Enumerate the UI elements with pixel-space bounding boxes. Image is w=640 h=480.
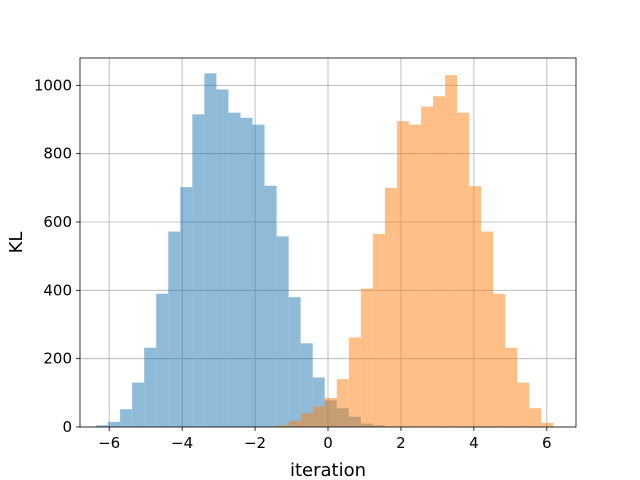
histogram-bar-series-2 [276, 425, 289, 427]
histogram-bar-series-2 [336, 379, 349, 427]
histogram-bar-series-1 [264, 185, 277, 427]
x-tick-label: 0 [323, 434, 333, 452]
histogram-bar-series-1 [108, 421, 121, 427]
histogram-bar-series-1 [252, 124, 265, 427]
histogram-bar-series-2 [481, 231, 494, 427]
histogram-bar-series-2 [469, 186, 482, 427]
histogram-bar-series-1 [156, 293, 169, 427]
y-tick-label: 600 [43, 213, 72, 231]
histogram-bar-series-2 [529, 408, 542, 427]
y-tick-label: 1000 [34, 76, 72, 94]
histogram-bar-series-1 [204, 73, 217, 427]
histogram-bar-series-1 [276, 236, 289, 427]
x-tick-label: 6 [542, 434, 552, 452]
y-axis-label: KL [6, 232, 27, 254]
histogram-bar-series-2 [541, 422, 554, 427]
histogram-bar-series-1 [120, 409, 133, 427]
histogram-bars [96, 73, 554, 428]
histogram-bar-series-2 [493, 293, 506, 427]
histogram-bar-series-1 [288, 297, 301, 427]
histogram-bar-series-2 [457, 112, 470, 428]
histogram-bar-series-2 [505, 347, 518, 427]
y-tick-label: 800 [43, 145, 72, 163]
histogram-bar-series-1 [96, 425, 109, 427]
histogram-bar-series-1 [192, 114, 205, 427]
histogram-bar-series-2 [372, 233, 385, 427]
x-tick-label: −6 [98, 434, 120, 452]
x-tick-label: −2 [244, 434, 266, 452]
histogram-bar-series-2 [408, 124, 421, 427]
histogram-bar-series-2 [300, 413, 313, 427]
histogram-bar-series-2 [384, 187, 397, 427]
y-tick-label: 0 [62, 418, 72, 436]
histogram-bar-series-2 [288, 420, 301, 427]
y-tick-label: 200 [43, 350, 72, 368]
histogram-bar-series-2 [433, 96, 446, 428]
histogram-bar-series-2 [312, 406, 325, 427]
histogram-bar-series-1 [240, 117, 253, 428]
histogram-bar-series-2 [360, 288, 373, 427]
histogram-bar-series-1 [180, 187, 193, 427]
histogram-bar-series-2 [348, 337, 361, 427]
histogram-bar-series-1 [168, 231, 181, 427]
histogram-bar-series-1 [228, 112, 241, 428]
x-tick-label: 4 [469, 434, 479, 452]
y-axis-ticks: 0 200 400 600 800 1000 [34, 76, 80, 436]
y-tick-label: 400 [43, 281, 72, 299]
histogram-bar-series-2 [324, 397, 337, 427]
x-axis-label: iteration [290, 460, 366, 480]
histogram-bar-series-1 [144, 347, 157, 427]
x-tick-label: −4 [171, 434, 193, 452]
histogram-bar-series-2 [396, 121, 409, 427]
x-axis-ticks: −6 −4 −2 0 2 4 6 [98, 427, 552, 452]
histogram-bar-series-2 [421, 106, 434, 428]
histogram-bar-series-2 [517, 382, 530, 427]
x-tick-label: 2 [396, 434, 406, 452]
histogram-bar-series-2 [445, 75, 458, 427]
histogram-bar-series-1 [216, 89, 229, 427]
histogram-bar-series-1 [132, 382, 145, 427]
histogram-bar-series-1 [300, 343, 313, 427]
